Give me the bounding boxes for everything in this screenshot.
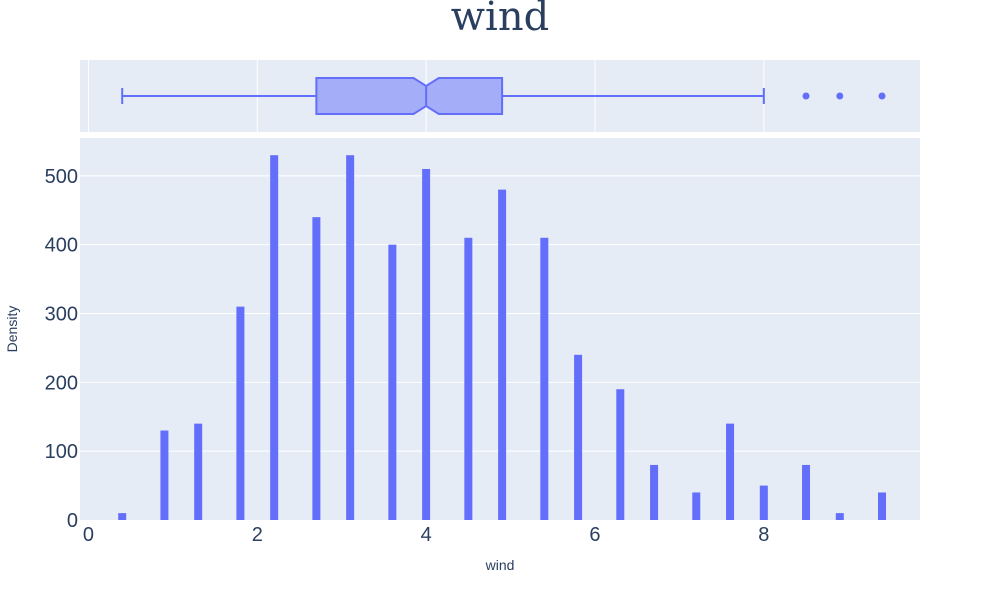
- outlier-point: [836, 92, 844, 100]
- histogram-bar: [498, 189, 507, 520]
- y-tick-label: 100: [45, 441, 78, 463]
- y-tick-label: 200: [45, 372, 78, 394]
- histogram-bar: [118, 513, 127, 520]
- y-axis-ticks: 0 100 200 300 400 500: [45, 166, 78, 532]
- x-tick-label: 8: [758, 524, 769, 546]
- histogram-bar: [312, 217, 321, 521]
- histogram-bar: [346, 155, 355, 520]
- histogram-bar: [650, 464, 659, 520]
- histogram-bar: [236, 306, 245, 520]
- histogram-bar: [574, 354, 583, 520]
- histogram-bar: [835, 513, 844, 520]
- histogram-bar: [802, 464, 811, 520]
- histogram-bar: [160, 430, 169, 520]
- histogram-bar: [194, 423, 203, 520]
- y-tick-label: 500: [45, 166, 78, 188]
- x-axis-label: wind: [485, 557, 515, 573]
- y-tick-label: 300: [45, 304, 78, 326]
- histogram-bar: [616, 389, 625, 520]
- y-tick-label: 0: [67, 510, 78, 532]
- chart-title: wind: [451, 0, 549, 40]
- histogram-bar: [464, 237, 473, 520]
- x-tick-label: 6: [589, 524, 600, 546]
- histogram-bar: [540, 237, 549, 520]
- histogram-bar: [726, 423, 735, 520]
- box-body: [315, 77, 504, 115]
- histogram-bar: [388, 244, 397, 520]
- histogram-bar: [270, 155, 279, 520]
- histogram-bar: [759, 485, 768, 520]
- histogram-bar: [692, 492, 701, 520]
- histogram-bar: [878, 492, 887, 520]
- outlier-point: [878, 92, 886, 100]
- marginal-box-panel: [80, 60, 920, 132]
- x-axis-ticks: 0 2 4 6 8: [83, 524, 770, 546]
- histogram-bar: [422, 168, 431, 521]
- x-tick-label: 4: [421, 524, 432, 546]
- marginal-box-plot: [121, 77, 886, 115]
- y-tick-label: 400: [45, 235, 78, 257]
- histogram-panel: 0 100 200 300 400 500 0 2 4 6 8: [45, 138, 920, 546]
- y-axis-label: Density: [4, 306, 20, 353]
- x-tick-label: 0: [83, 524, 94, 546]
- outlier-point: [802, 92, 810, 100]
- x-tick-label: 2: [252, 524, 263, 546]
- histogram-bars: [118, 155, 887, 521]
